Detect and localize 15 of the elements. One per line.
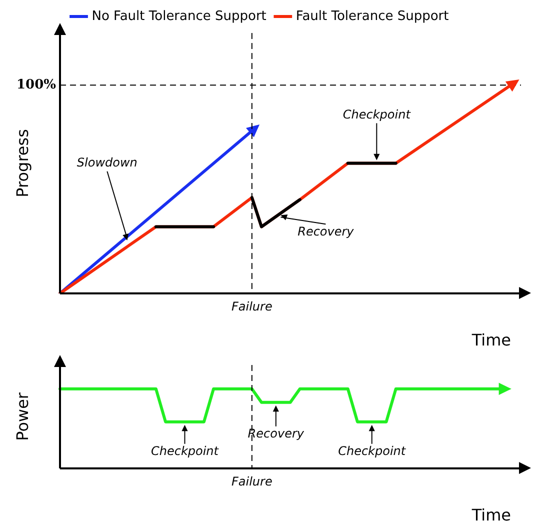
annotation: Recovery [248, 426, 305, 441]
annotation: Slowdown [76, 156, 138, 170]
text: Failure [231, 300, 272, 314]
annotation: Recovery [298, 224, 355, 238]
annotation: Checkpoint [342, 107, 412, 122]
text: Failure [231, 474, 272, 489]
y-axis-title: Power [12, 392, 32, 441]
ref-line-label: 100% [16, 77, 57, 92]
legend-label: No Fault Tolerance Support [92, 8, 266, 24]
x-axis-title: Time [470, 506, 511, 525]
annotation: Checkpoint [150, 444, 220, 458]
annotation: Checkpoint [338, 444, 407, 458]
legend-label: Fault Tolerance Support [296, 8, 449, 24]
x-axis-title: Time [470, 330, 511, 350]
y-axis-title: Progress [12, 129, 32, 198]
